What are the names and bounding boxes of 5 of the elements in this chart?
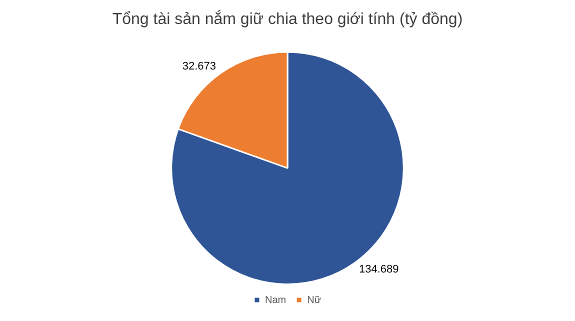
data-label: 134.689	[358, 264, 399, 276]
legend-label: Nam	[264, 294, 286, 306]
chart-title: Tổng tài sản nắm giữ chia theo giới tính (tỷ đồng)	[112, 10, 463, 28]
data-label: 32.673	[182, 60, 216, 73]
legend-label: Nữ	[307, 294, 322, 306]
